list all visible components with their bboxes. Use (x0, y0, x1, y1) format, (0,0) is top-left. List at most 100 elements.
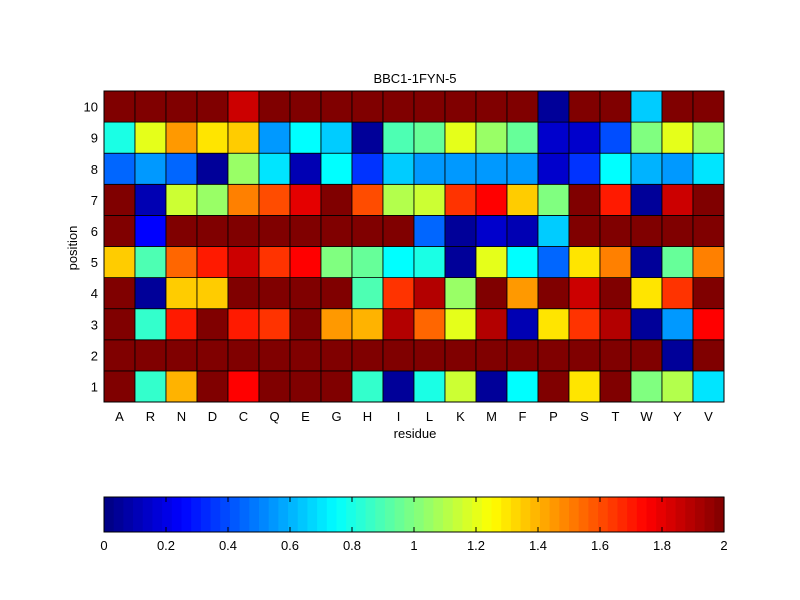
heatmap-cell-Y-8 (661, 152, 694, 185)
heatmap-cell-Y-9 (661, 121, 694, 154)
x-tick-label: G (331, 409, 341, 424)
heatmap-cell-E-6 (289, 214, 322, 247)
x-tick-label: Q (269, 409, 279, 424)
heatmap-cell-G-9 (320, 121, 353, 154)
colorbar-swatch (404, 497, 415, 532)
heatmap-cell-S-6 (568, 214, 601, 247)
heatmap-cell-N-4 (165, 277, 198, 310)
colorbar-swatch (462, 497, 473, 532)
colorbar-swatch (414, 497, 425, 532)
heatmap-cell-R-10 (134, 90, 167, 123)
heatmap-cell-G-2 (320, 339, 353, 372)
colorbar-swatch (259, 497, 270, 532)
chart-title: BBC1-1FYN-5 (373, 71, 456, 86)
colorbar-tick-label: 0.2 (157, 538, 175, 553)
heatmap-cell-T-2 (599, 339, 632, 372)
colorbar-tick-label: 1.2 (467, 538, 485, 553)
colorbar-tick-labels: 0 0.2 0.4 0.6 0.8 1 1.2 1.4 1.6 1.8 2 (100, 497, 728, 553)
colorbar-swatch (239, 497, 250, 532)
heatmap-cell-M-1 (475, 370, 508, 403)
colorbar-swatch (355, 497, 367, 532)
heatmap-cell-K-6 (444, 214, 477, 247)
colorbar-swatch (617, 497, 628, 532)
colorbar-swatch (685, 497, 696, 532)
x-tick-label: Y (673, 409, 682, 424)
heatmap-cell-V-1 (692, 370, 725, 403)
heatmap-cell-A-9 (103, 121, 136, 154)
colorbar-swatch (656, 497, 667, 532)
colorbar-swatch (539, 497, 551, 532)
heatmap-cell-M-5 (475, 246, 508, 279)
y-tick-label: 6 (91, 224, 98, 239)
heatmap-cell-W-3 (630, 308, 663, 341)
colorbar-swatch (162, 497, 173, 532)
y-tick-label: 4 (91, 286, 98, 301)
heatmap-cell-V-3 (692, 308, 725, 341)
heatmap-cell-F-8 (506, 152, 539, 185)
x-tick-label: K (456, 409, 465, 424)
colorbar-tick-label: 2 (720, 538, 727, 553)
colorbar-tick-label: 1 (410, 538, 417, 553)
heatmap-cell-D-4 (196, 277, 229, 310)
heatmap-cell-R-7 (134, 183, 167, 216)
heatmap-cell-H-4 (351, 277, 384, 310)
heatmap-cell-T-6 (599, 214, 632, 247)
heatmap-cell-M-7 (475, 183, 508, 216)
heatmap-cell-A-10 (103, 90, 136, 123)
heatmap-cell-V-9 (692, 121, 725, 154)
heatmap-cell-T-10 (599, 90, 632, 123)
x-tick-label: C (239, 409, 248, 424)
colorbar-swatch (598, 497, 609, 532)
colorbar-swatch (317, 497, 328, 532)
heatmap-cell-M-10 (475, 90, 508, 123)
heatmap-cell-I-5 (382, 246, 415, 279)
heatmap-cell-F-1 (506, 370, 539, 403)
colorbar-swatch (326, 497, 338, 532)
colorbar-swatch (181, 497, 192, 532)
heatmap-cell-G-5 (320, 246, 353, 279)
colorbar-tick-label: 1.8 (653, 538, 671, 553)
colorbar-swatch (433, 497, 444, 532)
colorbar-swatch (200, 497, 212, 532)
heatmap-cell-T-8 (599, 152, 632, 185)
y-tick-label: 7 (91, 193, 98, 208)
heatmap-cell-E-7 (289, 183, 322, 216)
heatmap-cell-L-3 (413, 308, 446, 341)
heatmap-cell-G-3 (320, 308, 353, 341)
heatmap-cell-G-10 (320, 90, 353, 123)
heatmap-cell-W-10 (630, 90, 663, 123)
heatmap-cell-F-7 (506, 183, 539, 216)
colorbar-swatch (268, 497, 279, 532)
heatmap-cell-N-3 (165, 308, 198, 341)
colorbar-swatch (627, 497, 638, 532)
heatmap-cell-N-1 (165, 370, 198, 403)
colorbar-swatch (346, 497, 357, 532)
colorbar-swatch (578, 497, 589, 532)
heatmap-cell-P-8 (537, 152, 570, 185)
heatmap-cell-Y-2 (661, 339, 694, 372)
heatmap-cell-S-5 (568, 246, 601, 279)
colorbar-swatch (704, 497, 715, 532)
heatmap-cell-N-2 (165, 339, 198, 372)
heatmap-cell-L-5 (413, 246, 446, 279)
colorbar-swatch (636, 497, 648, 532)
heatmap-cell-D-6 (196, 214, 229, 247)
heatmap-cell-P-3 (537, 308, 570, 341)
x-tick-label: R (146, 409, 155, 424)
heatmap-cell-Q-7 (258, 183, 291, 216)
heatmap-cell-H-9 (351, 121, 384, 154)
heatmap-cell-E-10 (289, 90, 322, 123)
heatmap-cell-W-5 (630, 246, 663, 279)
heatmap-cell-Q-3 (258, 308, 291, 341)
heatmap-cell-Q-8 (258, 152, 291, 185)
colorbar-tick-label: 0 (100, 538, 107, 553)
heatmap-cell-W-1 (630, 370, 663, 403)
heatmap-cell-E-1 (289, 370, 322, 403)
heatmap-cell-P-5 (537, 246, 570, 279)
heatmap-cell-Y-10 (661, 90, 694, 123)
colorbar-swatch (443, 497, 454, 532)
x-tick-label: M (486, 409, 497, 424)
heatmap-cell-Q-2 (258, 339, 291, 372)
y-tick-label: 10 (84, 100, 98, 115)
